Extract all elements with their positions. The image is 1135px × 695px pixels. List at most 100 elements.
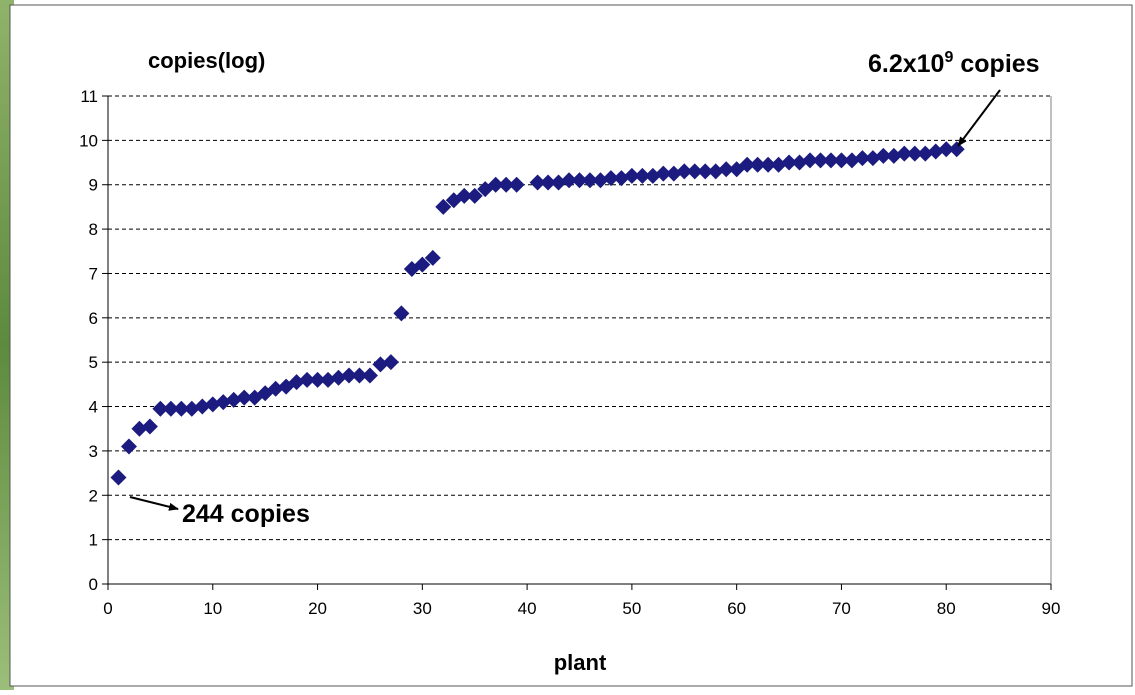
data-point	[707, 163, 724, 180]
data-point	[885, 147, 902, 164]
data-point	[498, 176, 515, 193]
data-point	[938, 141, 955, 158]
data-point	[330, 369, 347, 386]
annotation-exponent: 9	[944, 49, 953, 66]
data-point	[655, 165, 672, 182]
data-point	[236, 389, 253, 406]
data-point	[676, 163, 693, 180]
y-tick-label: 0	[89, 575, 98, 594]
x-tick-label: 50	[622, 599, 641, 618]
data-point	[665, 165, 682, 182]
data-point	[382, 354, 399, 371]
data-point	[812, 152, 829, 169]
data-point	[718, 161, 735, 178]
data-point	[697, 163, 714, 180]
data-point	[927, 143, 944, 160]
data-point	[152, 400, 169, 417]
y-tick-label: 4	[89, 398, 98, 417]
data-point	[822, 152, 839, 169]
x-tick-label: 90	[1042, 599, 1061, 618]
data-point	[267, 380, 284, 397]
data-point	[644, 167, 661, 184]
data-point	[340, 367, 357, 384]
data-point	[571, 172, 588, 189]
data-point	[760, 156, 777, 173]
data-point	[896, 145, 913, 162]
data-point	[110, 469, 127, 486]
x-tick-label: 60	[727, 599, 746, 618]
y-tick-label: 10	[79, 131, 98, 150]
data-point	[508, 176, 525, 193]
data-point	[361, 367, 378, 384]
plot-area: 0 1 2 3 4 5 6 7 8 9 10 11 0 10 20 30 40 50 60 70 80 90	[79, 87, 1060, 618]
y-tick-label: 3	[89, 442, 98, 461]
y-tick-label: 9	[89, 176, 98, 195]
data-point	[320, 371, 337, 388]
data-point	[372, 356, 389, 373]
annotation-base: 6.2x10	[868, 50, 944, 78]
y-tick-label: 1	[89, 531, 98, 550]
annotation: 244 copies	[182, 500, 310, 528]
x-tick-label: 20	[308, 599, 327, 618]
annotation-arrow	[129, 496, 179, 511]
data-point	[781, 154, 798, 171]
annotation-unit: copies	[960, 50, 1039, 78]
data-point	[141, 418, 158, 435]
x-axis-title: plant	[554, 650, 607, 675]
data-point	[424, 249, 441, 266]
data-point	[613, 170, 630, 187]
y-tick-label: 11	[80, 87, 98, 106]
data-point	[561, 172, 578, 189]
data-point	[487, 176, 504, 193]
data-point	[917, 145, 934, 162]
data-point	[854, 150, 871, 167]
data-point	[435, 198, 452, 215]
data-point	[581, 172, 598, 189]
x-tick-label: 30	[413, 599, 432, 618]
data-point	[225, 391, 242, 408]
data-point	[120, 438, 137, 455]
data-point	[602, 170, 619, 187]
y-tick-label: 6	[89, 309, 98, 328]
data-point	[843, 152, 860, 169]
data-point	[393, 305, 410, 322]
x-tick-label: 0	[103, 599, 112, 618]
data-point	[215, 394, 232, 411]
data-point	[875, 147, 892, 164]
data-point	[833, 152, 850, 169]
data-point	[634, 167, 651, 184]
data-point	[770, 156, 787, 173]
data-point	[466, 187, 483, 204]
data-point	[540, 174, 557, 191]
data-point	[204, 396, 221, 413]
data-point	[592, 172, 609, 189]
data-point	[288, 374, 305, 391]
data-point	[246, 389, 263, 406]
data-point	[686, 163, 703, 180]
data-point	[173, 400, 190, 417]
data-point	[739, 156, 756, 173]
data-point	[749, 156, 766, 173]
data-point	[309, 371, 326, 388]
y-axis-title: copies(log)	[148, 48, 265, 73]
data-point	[162, 400, 179, 417]
data-point	[906, 145, 923, 162]
data-point	[802, 152, 819, 169]
data-point	[623, 167, 640, 184]
data-point	[194, 398, 211, 415]
x-tick-label: 40	[518, 599, 537, 618]
data-point	[864, 150, 881, 167]
annotation-arrow	[957, 89, 1001, 147]
x-tick-label: 10	[203, 599, 222, 618]
chart-frame	[9, 4, 1133, 687]
x-tick-label: 80	[937, 599, 956, 618]
data-point	[351, 367, 368, 384]
data-point	[414, 256, 431, 273]
data-point	[131, 420, 148, 437]
x-tick-label: 70	[832, 599, 851, 618]
y-tick-label: 2	[89, 486, 98, 505]
y-tick-label: 8	[89, 220, 98, 239]
data-point	[529, 174, 546, 191]
